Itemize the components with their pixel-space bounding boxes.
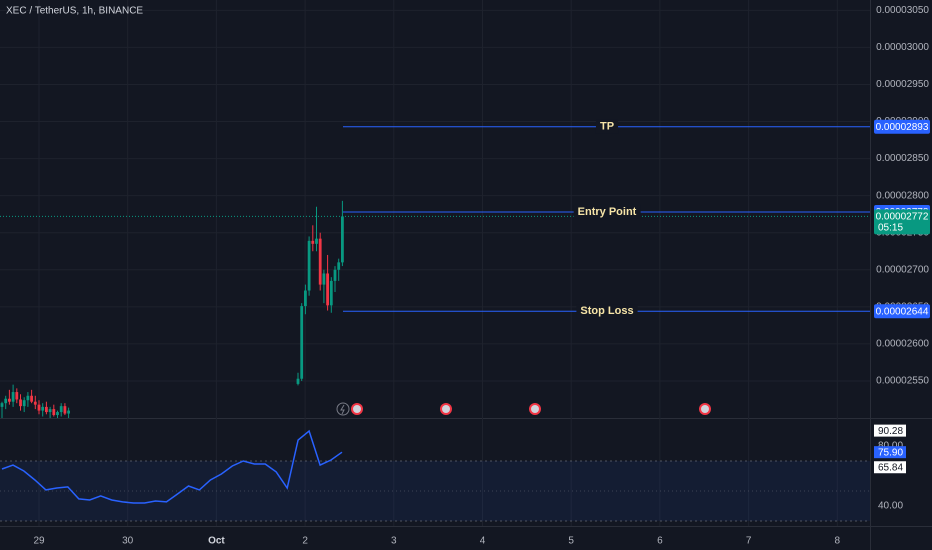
level-label: Entry Point [578,206,637,218]
y-tick-label: 0.00002950 [876,79,929,90]
candle-body [11,392,15,402]
candle-body [322,273,326,285]
candle-body [318,238,322,285]
candle-body [315,238,318,244]
y-tick-label: 40.00 [878,501,903,512]
level-label: Stop Loss [580,305,633,317]
current-price-tag-bg [874,209,930,235]
candle-body [4,398,8,404]
x-tick-label: 5 [568,536,574,547]
rsi-line [1,429,343,504]
marks [0,126,870,504]
level-price-tag: 0.00002893 [876,122,929,133]
rsi-tag: 75.90 [878,447,903,458]
rsi-tag: 65.84 [878,462,903,473]
level-price-tag-bg [874,119,930,134]
event-icon[interactable] [336,402,350,416]
level-price-tag: 0.00002644 [876,306,929,317]
x-tick-label: 30 [122,536,134,547]
candle-body [52,409,56,416]
event-icon-glyph [442,405,450,413]
candle-body [41,406,45,411]
candle-body [0,403,4,407]
level-label-bg [573,204,641,219]
candle-body [63,406,67,414]
candle-body [304,290,307,307]
x-tick-label: Oct [208,536,225,547]
x-tick-label: 29 [33,536,45,547]
rsi-tag-bg [874,446,906,459]
x-tick-label: 6 [657,536,663,547]
candle-body [8,398,11,402]
level-label: TP [600,121,614,133]
candle-body [33,401,37,405]
rsi-band [0,461,870,521]
event-icon-glyph [701,405,709,413]
candle-body [45,406,48,413]
y-tick-label: 0.00002700 [876,264,929,275]
y-tick-label: 80.00 [878,441,903,452]
candle-body [22,400,26,407]
candle-body [19,399,22,407]
rsi-tag-bg [874,424,906,437]
candle-body [333,269,337,281]
event-icon-glyph [353,405,361,413]
event-icons [336,402,711,416]
candle-body [341,216,344,263]
grid [0,0,870,526]
candle-body [48,409,52,413]
candle-body [30,395,33,402]
x-tick-label: 8 [835,536,841,547]
candle-body [26,395,30,401]
rsi-tag: 90.28 [878,426,903,437]
candle-body [56,412,59,416]
countdown: 05:15 [878,223,903,234]
y-tick-label: 0.00002850 [876,153,929,164]
event-icon-glyph [340,404,345,415]
rsi-tag-bg [874,461,906,474]
candle-body [337,262,341,270]
level-label-bg [595,119,619,134]
x-tick-label: 7 [746,536,752,547]
current-price-tag: 0.00002772 [876,212,929,223]
y-tick-label: 0.00002550 [876,376,929,387]
y-tick-label: 0.00002800 [876,190,929,201]
x-tick-label: 2 [302,536,308,547]
candle-body [67,410,70,414]
candle-body [296,378,300,384]
level-price-tag-bg [874,304,930,319]
candle-body [311,240,315,244]
x-tick-label: 4 [480,536,486,547]
candle-body [307,240,311,291]
candle-body [37,404,41,411]
candle-body [326,273,329,306]
y-tick-label: 0.00003000 [876,42,929,53]
level-label-bg [576,304,638,319]
y-tick-label: 0.00002600 [876,339,929,350]
candle-body [15,392,19,400]
candle-body [59,406,63,413]
event-icon-glyph [531,405,539,413]
y-tick-label: 0.00003050 [876,5,929,16]
candle-body [300,306,304,379]
symbol-title: XEC / TetherUS, 1h, BINANCE [6,6,143,17]
x-tick-label: 3 [391,536,397,547]
candle-body [329,280,333,306]
